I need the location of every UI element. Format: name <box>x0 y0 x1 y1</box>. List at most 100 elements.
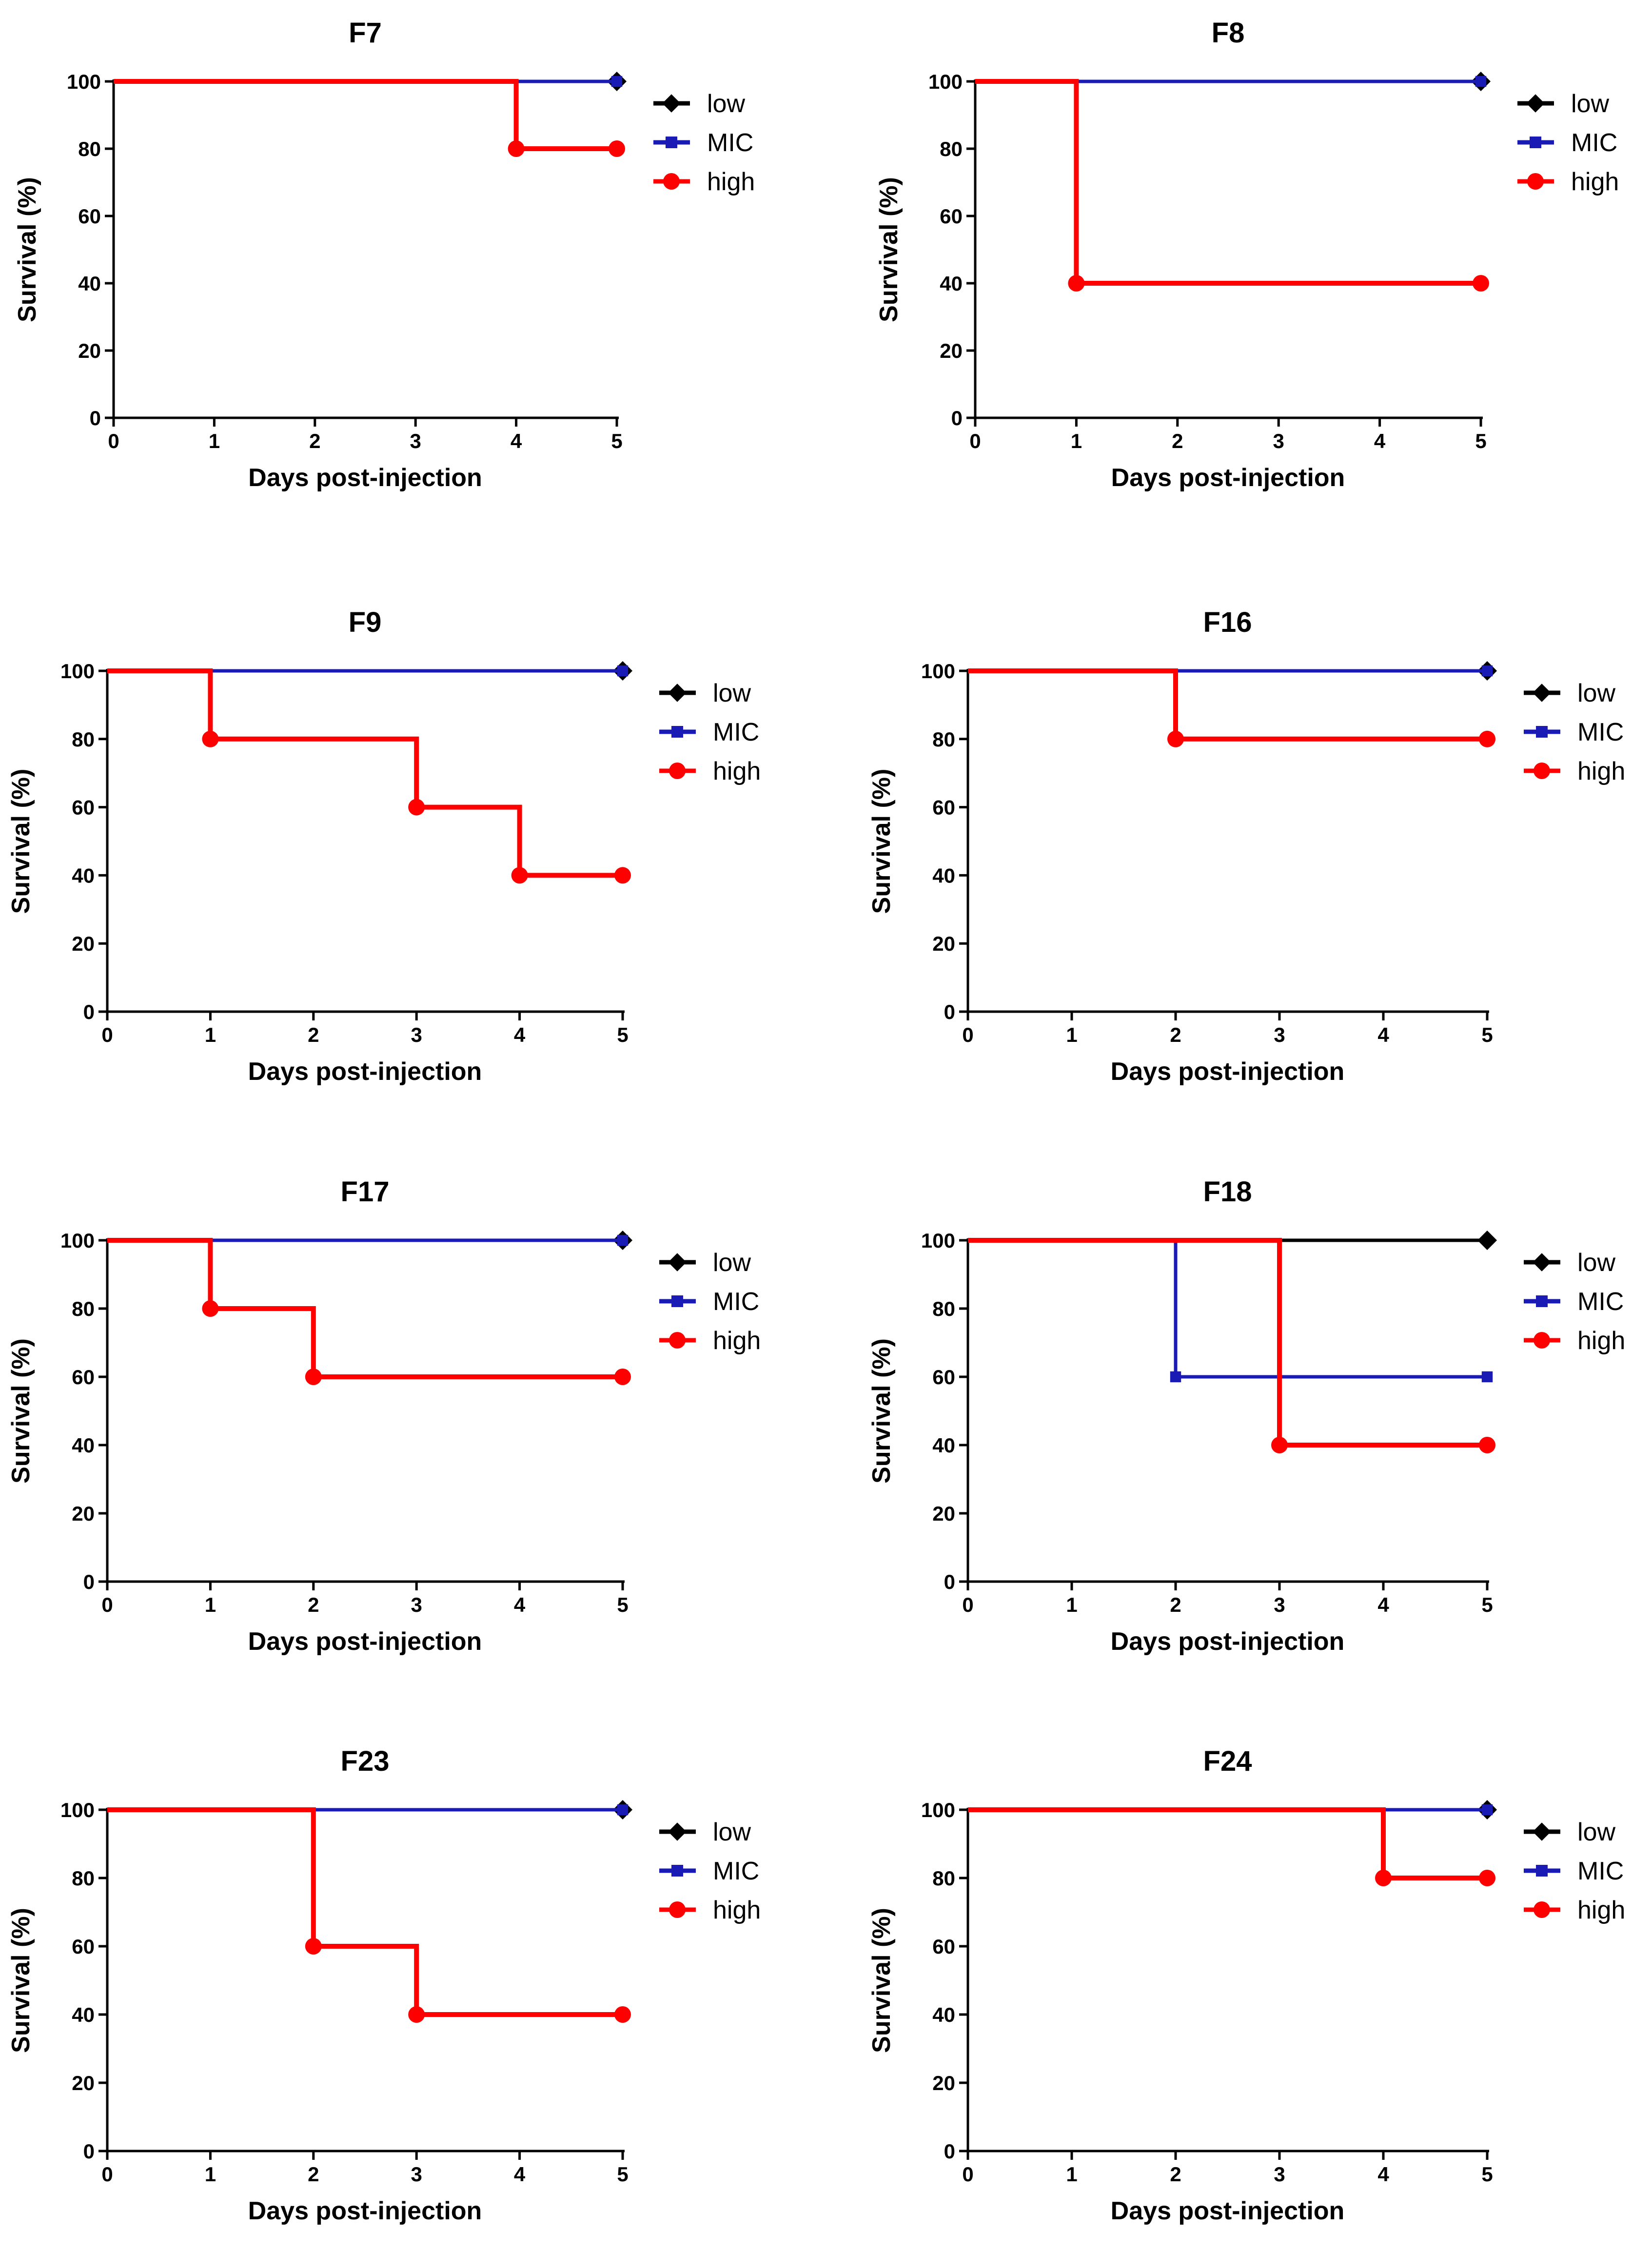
series-mic-marker-0 <box>611 76 623 87</box>
y-tick-label: 60 <box>78 205 101 228</box>
y-tick-label: 0 <box>90 407 101 430</box>
series-mic-marker-0 <box>1475 76 1487 87</box>
series-high-marker-0 <box>1068 275 1085 292</box>
y-tick-label: 80 <box>72 1867 95 1890</box>
series-high-marker-0 <box>508 140 525 157</box>
panel-f24: F24 0 20 40 60 80 100 0 1 2 3 4 5 Days post-injection… <box>867 1745 1625 2225</box>
series-high-marker-2 <box>511 867 528 884</box>
legend-high-marker-0 <box>669 1901 686 1918</box>
panel-f8: F8 0 20 40 60 80 100 0 1 2 3 4 5 Days post-injection S… <box>875 17 1619 492</box>
series-mic-marker-0 <box>617 665 629 677</box>
legend-high-marker-0 <box>663 173 680 190</box>
x-tick-label: 4 <box>1374 430 1386 452</box>
x-tick-label: 0 <box>108 430 119 452</box>
x-tick-label: 1 <box>205 1023 216 1046</box>
legend-label-low: low <box>707 90 745 118</box>
series-line-high <box>975 79 1481 286</box>
legend-label-high: high <box>713 1896 761 1924</box>
y-tick-label: 100 <box>60 1229 95 1252</box>
panel-title: F18 <box>1203 1176 1252 1208</box>
series-high-marker-1 <box>1479 730 1495 747</box>
legend: low MIC high <box>1524 1249 1625 1355</box>
y-tick-label: 80 <box>932 728 955 751</box>
panel-f9: F9 0 20 40 60 80 100 0 1 2 3 4 5 Days post-injection S… <box>7 607 761 1086</box>
panel-title: F17 <box>341 1176 390 1208</box>
series-high-marker-1 <box>1479 1870 1495 1886</box>
series-high-marker-1 <box>609 140 625 157</box>
y-tick-label: 20 <box>72 932 95 955</box>
series-high-marker-3 <box>614 867 631 884</box>
x-tick-label: 1 <box>1071 430 1082 452</box>
x-tick-label: 1 <box>1066 1593 1077 1616</box>
legend: low MIC high <box>653 90 755 196</box>
y-tick-label: 80 <box>940 137 963 160</box>
panel-f23: F23 0 20 40 60 80 100 0 1 2 3 4 5 Days post-injection… <box>7 1745 761 2225</box>
series-mic-marker-0 <box>1170 1371 1181 1383</box>
y-tick-label: 100 <box>928 70 963 93</box>
x-tick-label: 3 <box>411 1593 422 1616</box>
y-tick-label: 60 <box>932 796 955 819</box>
legend: low MIC high <box>659 1249 761 1355</box>
y-tick-label: 80 <box>72 1297 95 1320</box>
series-mic-marker-0 <box>1481 1804 1493 1816</box>
x-axis-label: Days post-injection <box>1111 1627 1345 1656</box>
x-tick-label: 5 <box>617 1593 628 1616</box>
series-mic-marker-0 <box>1481 665 1493 677</box>
x-tick-label: 4 <box>1377 1593 1389 1616</box>
x-tick-label: 1 <box>1066 1023 1077 1046</box>
legend-label-mic: MIC <box>713 718 759 746</box>
series-high-marker-0 <box>1271 1437 1288 1453</box>
legend-mic-marker-0 <box>671 1295 683 1307</box>
series-high-marker-0 <box>1167 730 1184 747</box>
y-tick-label: 60 <box>932 1935 955 1958</box>
y-tick-label: 40 <box>72 864 95 887</box>
legend-mic-marker-0 <box>1530 137 1541 148</box>
series-line-high <box>968 1807 1487 1880</box>
x-tick-label: 0 <box>962 2163 973 2186</box>
x-axis-label: Days post-injection <box>248 2197 482 2225</box>
x-tick-label: 5 <box>1481 1593 1493 1616</box>
legend-low-marker-0 <box>662 94 681 113</box>
y-axis-label: Survival (%) <box>13 177 41 322</box>
y-tick-label: 80 <box>72 728 95 751</box>
x-tick-label: 2 <box>1172 430 1183 452</box>
legend-label-mic: MIC <box>713 1857 759 1885</box>
x-tick-label: 2 <box>308 1023 319 1046</box>
series-line-high <box>114 79 617 151</box>
y-tick-label: 40 <box>932 864 955 887</box>
series-line-high <box>968 668 1487 742</box>
x-axis-label: Days post-injection <box>1111 1057 1345 1086</box>
panel-f18: F18 0 20 40 60 80 100 0 1 2 3 4 5 Days post-injection… <box>867 1176 1625 1656</box>
legend-label-high: high <box>1571 168 1619 196</box>
y-axis-label: Survival (%) <box>867 1908 896 2053</box>
y-tick-label: 60 <box>940 205 963 228</box>
legend-mic-marker-0 <box>1536 1865 1548 1877</box>
x-tick-label: 0 <box>101 1593 113 1616</box>
y-tick-label: 80 <box>932 1867 955 1890</box>
legend-low-marker-0 <box>1533 1253 1551 1272</box>
x-tick-label: 2 <box>1170 1593 1181 1616</box>
x-tick-label: 0 <box>101 2163 113 2186</box>
legend-label-high: high <box>707 168 755 196</box>
legend: low MIC high <box>1524 679 1625 785</box>
x-axis-label: Days post-injection <box>248 1057 482 1086</box>
y-axis-label: Survival (%) <box>867 1338 896 1484</box>
legend-high-marker-0 <box>1527 173 1544 190</box>
legend-label-low: low <box>1577 1818 1615 1846</box>
x-tick-label: 3 <box>1274 1593 1285 1616</box>
y-tick-label: 0 <box>83 2140 95 2163</box>
legend-label-high: high <box>713 757 761 785</box>
x-tick-label: 2 <box>309 430 320 452</box>
legend-label-mic: MIC <box>1577 718 1624 746</box>
x-tick-label: 4 <box>514 1023 526 1046</box>
series-high-marker-1 <box>1479 1437 1495 1453</box>
y-tick-label: 80 <box>78 137 101 160</box>
legend-label-high: high <box>713 1327 761 1355</box>
y-tick-label: 0 <box>83 1000 95 1023</box>
x-tick-label: 2 <box>1170 1023 1181 1046</box>
legend-label-mic: MIC <box>1577 1288 1624 1316</box>
series-line-high <box>107 668 623 878</box>
y-axis-label: Survival (%) <box>7 1908 35 2053</box>
y-tick-label: 100 <box>921 1799 955 1821</box>
y-tick-label: 20 <box>72 2072 95 2094</box>
